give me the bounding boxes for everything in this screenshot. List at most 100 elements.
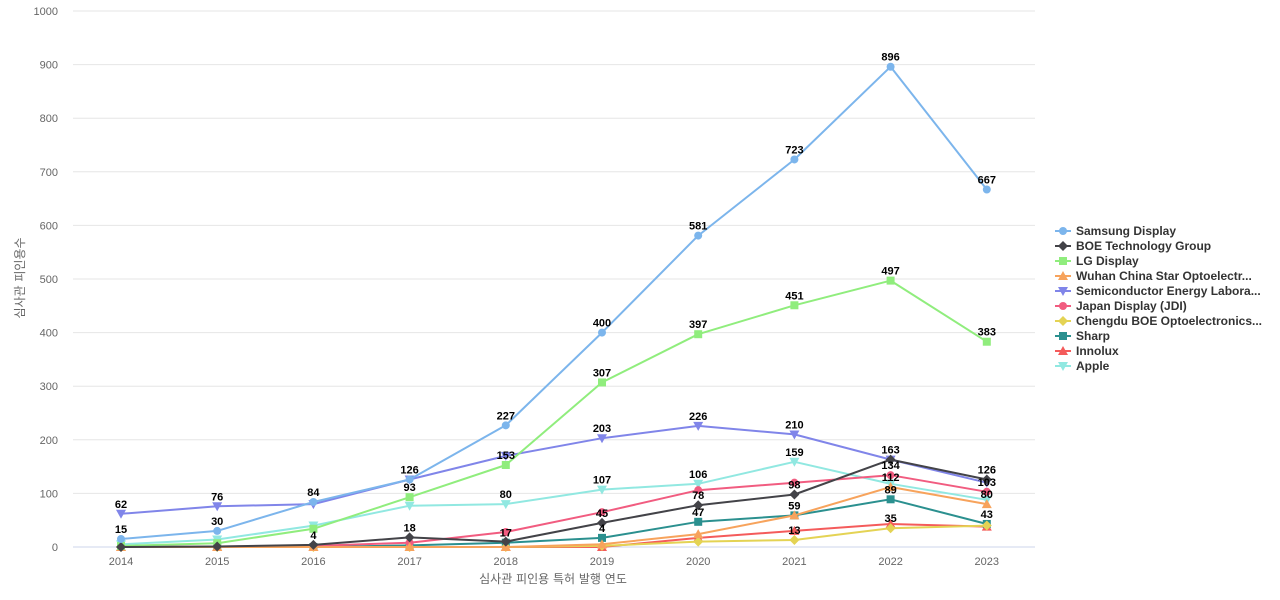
data-point[interactable] xyxy=(693,500,704,511)
legend-item[interactable]: Semiconductor Energy Labora... xyxy=(1055,284,1261,298)
data-point[interactable] xyxy=(500,451,511,461)
data-label: 76 xyxy=(211,491,223,503)
data-point[interactable] xyxy=(693,479,704,489)
data-point[interactable] xyxy=(886,276,895,285)
legend-item[interactable]: BOE Technology Group xyxy=(1055,239,1211,253)
data-point[interactable] xyxy=(981,520,992,531)
data-point[interactable] xyxy=(309,497,318,506)
data-label: 4 xyxy=(310,530,317,542)
data-point[interactable] xyxy=(886,471,895,480)
data-point[interactable] xyxy=(404,501,415,511)
legend-item[interactable]: Japan Display (JDI) xyxy=(1055,299,1187,313)
data-point[interactable] xyxy=(789,535,800,546)
data-point[interactable] xyxy=(117,534,125,543)
y-tick-label: 400 xyxy=(40,328,58,340)
data-point[interactable] xyxy=(886,62,895,71)
data-point[interactable] xyxy=(693,421,704,431)
legend-item[interactable]: Chengdu BOE Optoelectronics... xyxy=(1055,314,1262,328)
data-point[interactable] xyxy=(213,526,222,535)
data-label: 581 xyxy=(689,221,707,233)
data-point[interactable] xyxy=(500,536,511,547)
data-point[interactable] xyxy=(789,430,800,440)
y-tick-label: 300 xyxy=(40,381,58,393)
legend-item[interactable]: Samsung Display xyxy=(1055,224,1176,238)
data-point[interactable] xyxy=(789,510,800,520)
data-point[interactable] xyxy=(404,542,415,551)
data-point[interactable] xyxy=(597,539,607,549)
data-label: 89 xyxy=(884,484,896,496)
legend-item[interactable]: Innolux xyxy=(1055,344,1119,358)
data-point[interactable] xyxy=(212,541,223,552)
series-line[interactable] xyxy=(121,486,987,548)
data-point[interactable] xyxy=(500,500,511,510)
x-tick-label: 2015 xyxy=(205,556,229,568)
legend-marker xyxy=(1058,287,1068,296)
data-point[interactable] xyxy=(598,328,606,337)
data-point[interactable] xyxy=(597,434,607,444)
data-label: 451 xyxy=(785,290,803,302)
data-point[interactable] xyxy=(309,524,318,533)
legend-item[interactable]: Sharp xyxy=(1055,329,1110,343)
data-point[interactable] xyxy=(501,421,510,430)
data-point[interactable] xyxy=(598,533,606,542)
data-point[interactable] xyxy=(694,330,703,339)
data-point[interactable] xyxy=(597,485,607,495)
data-point[interactable] xyxy=(981,499,992,509)
data-point[interactable] xyxy=(405,475,414,484)
data-point[interactable] xyxy=(885,454,896,465)
data-point[interactable] xyxy=(885,523,896,534)
legend-label: LG Display xyxy=(1076,254,1139,268)
series-line[interactable] xyxy=(120,474,987,548)
data-point[interactable] xyxy=(597,517,607,528)
data-point[interactable] xyxy=(116,542,126,552)
data-point[interactable] xyxy=(501,460,510,469)
data-point[interactable] xyxy=(212,502,223,512)
legend-item[interactable]: Apple xyxy=(1055,359,1110,373)
data-point[interactable] xyxy=(116,509,126,519)
data-point[interactable] xyxy=(981,474,992,485)
data-point[interactable] xyxy=(982,337,991,346)
y-tick-label: 500 xyxy=(40,274,58,286)
data-point[interactable] xyxy=(693,536,704,547)
data-point[interactable] xyxy=(693,529,704,539)
series-8 xyxy=(117,495,991,551)
data-label: 210 xyxy=(785,419,803,431)
series-line[interactable] xyxy=(120,458,988,548)
series-line[interactable] xyxy=(120,279,988,547)
series-1 xyxy=(117,62,991,543)
x-tick-label: 2017 xyxy=(397,556,421,568)
data-point[interactable] xyxy=(694,517,703,526)
series-line[interactable] xyxy=(120,460,987,546)
data-point[interactable] xyxy=(885,481,896,491)
x-tick-label: 2022 xyxy=(878,556,902,568)
data-point[interactable] xyxy=(405,493,414,502)
legend-label: Japan Display (JDI) xyxy=(1076,299,1187,313)
data-point[interactable] xyxy=(789,525,800,535)
data-point[interactable] xyxy=(694,486,703,495)
data-point[interactable] xyxy=(308,539,319,550)
data-point[interactable] xyxy=(598,508,606,517)
y-tick-label: 900 xyxy=(40,60,58,72)
data-point[interactable] xyxy=(790,478,799,487)
data-point[interactable] xyxy=(598,378,606,387)
data-point[interactable] xyxy=(789,489,800,500)
legend-item[interactable]: LG Display xyxy=(1055,254,1139,268)
series-line[interactable] xyxy=(120,424,988,515)
data-point[interactable] xyxy=(982,185,991,194)
data-point[interactable] xyxy=(790,155,799,164)
data-point[interactable] xyxy=(982,487,991,496)
data-label: 112 xyxy=(882,472,900,484)
data-point[interactable] xyxy=(790,301,799,310)
data-point[interactable] xyxy=(694,231,703,240)
data-label: 307 xyxy=(593,367,611,379)
data-point[interactable] xyxy=(404,532,415,543)
series-line[interactable] xyxy=(121,524,987,548)
data-point[interactable] xyxy=(501,527,510,536)
legend-item[interactable]: Wuhan China Star Optoelectr... xyxy=(1055,269,1252,283)
data-point[interactable] xyxy=(789,457,800,467)
legend-label: BOE Technology Group xyxy=(1076,239,1211,253)
series-line[interactable] xyxy=(120,65,988,540)
legend-marker xyxy=(1059,257,1067,265)
data-point[interactable] xyxy=(886,495,895,504)
